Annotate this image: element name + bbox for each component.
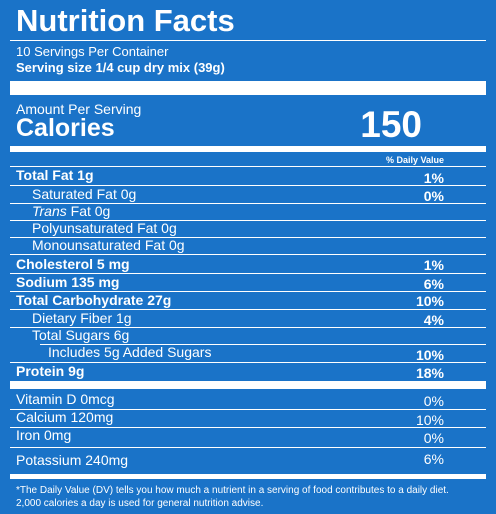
vitamin-label: Potassium 240mg [16, 452, 129, 468]
row-divider [10, 203, 486, 204]
nutrient-dv: 10% [415, 347, 444, 363]
nutrient-label: Total Carbohydrate 27g [16, 292, 172, 308]
calories-value: 150 [360, 104, 422, 145]
nutrient-dv: 0% [423, 188, 444, 204]
row-divider [10, 362, 486, 363]
trans-italic: Trans [32, 203, 67, 219]
nutrient-dv: 18% [415, 365, 444, 381]
row-divider [10, 409, 486, 410]
row-divider [10, 327, 486, 328]
nutrient-label: Protein 9g [16, 363, 85, 379]
nutrient-label: Trans Fat 0g [32, 203, 110, 220]
nutrient-label: Total Sugars 6g [32, 327, 130, 343]
row-divider [10, 237, 486, 238]
nutrient-label: Total Fat 1g [16, 167, 94, 183]
nutrient-dv: 10% [415, 293, 444, 309]
trans-rest: Fat 0g [66, 203, 111, 219]
nutrient-label: Includes 5g Added Sugars [48, 344, 212, 360]
calories-label: Calories [16, 114, 115, 142]
row-divider [10, 220, 486, 221]
nutrient-dv: 6% [423, 276, 444, 292]
nutrient-dv: 4% [423, 312, 444, 328]
nutrient-label: Polyunsaturated Fat 0g [32, 220, 177, 236]
amount-per-serving: Amount Per Serving [16, 101, 142, 117]
row-divider [10, 273, 486, 274]
vitamin-label: Iron 0mg [16, 427, 72, 443]
footnote: *The Daily Value (DV) tells you how much… [16, 485, 449, 509]
row-divider [10, 427, 486, 428]
nutrient-label: Sodium 135 mg [16, 274, 120, 290]
nutrient-dv: 1% [423, 170, 444, 186]
row-divider [40, 344, 486, 345]
nutrient-label: Cholesterol 5 mg [16, 256, 130, 272]
title-divider [10, 40, 486, 41]
vitamin-dv: 0% [423, 430, 444, 446]
vitamin-dv: 6% [423, 451, 444, 467]
row-divider [10, 254, 486, 255]
serving-size: Serving size 1/4 cup dry mix (39g) [16, 60, 225, 75]
row-divider [10, 309, 486, 310]
row-divider [10, 291, 486, 292]
daily-value-header: % Daily Value [385, 155, 444, 165]
thick-divider-bottom [10, 474, 486, 479]
thick-divider-top [10, 81, 486, 95]
nutrient-label: Saturated Fat 0g [32, 186, 137, 202]
nutrient-dv: 1% [423, 257, 444, 273]
nutrient-label: Dietary Fiber 1g [32, 310, 132, 326]
thick-divider-mid [10, 381, 486, 389]
panel-title: Nutrition Facts [16, 3, 235, 38]
calories-divider [10, 146, 486, 152]
vitamin-dv: 10% [415, 412, 444, 428]
vitamin-label: Calcium 120mg [16, 409, 114, 425]
vitamin-label: Vitamin D 0mcg [16, 391, 115, 407]
row-divider [10, 166, 486, 167]
row-divider [10, 185, 486, 186]
nutrient-label: Monounsaturated Fat 0g [32, 237, 185, 253]
row-divider [10, 447, 486, 448]
servings-per-container: 10 Servings Per Container [16, 44, 169, 59]
vitamin-dv: 0% [423, 393, 444, 409]
